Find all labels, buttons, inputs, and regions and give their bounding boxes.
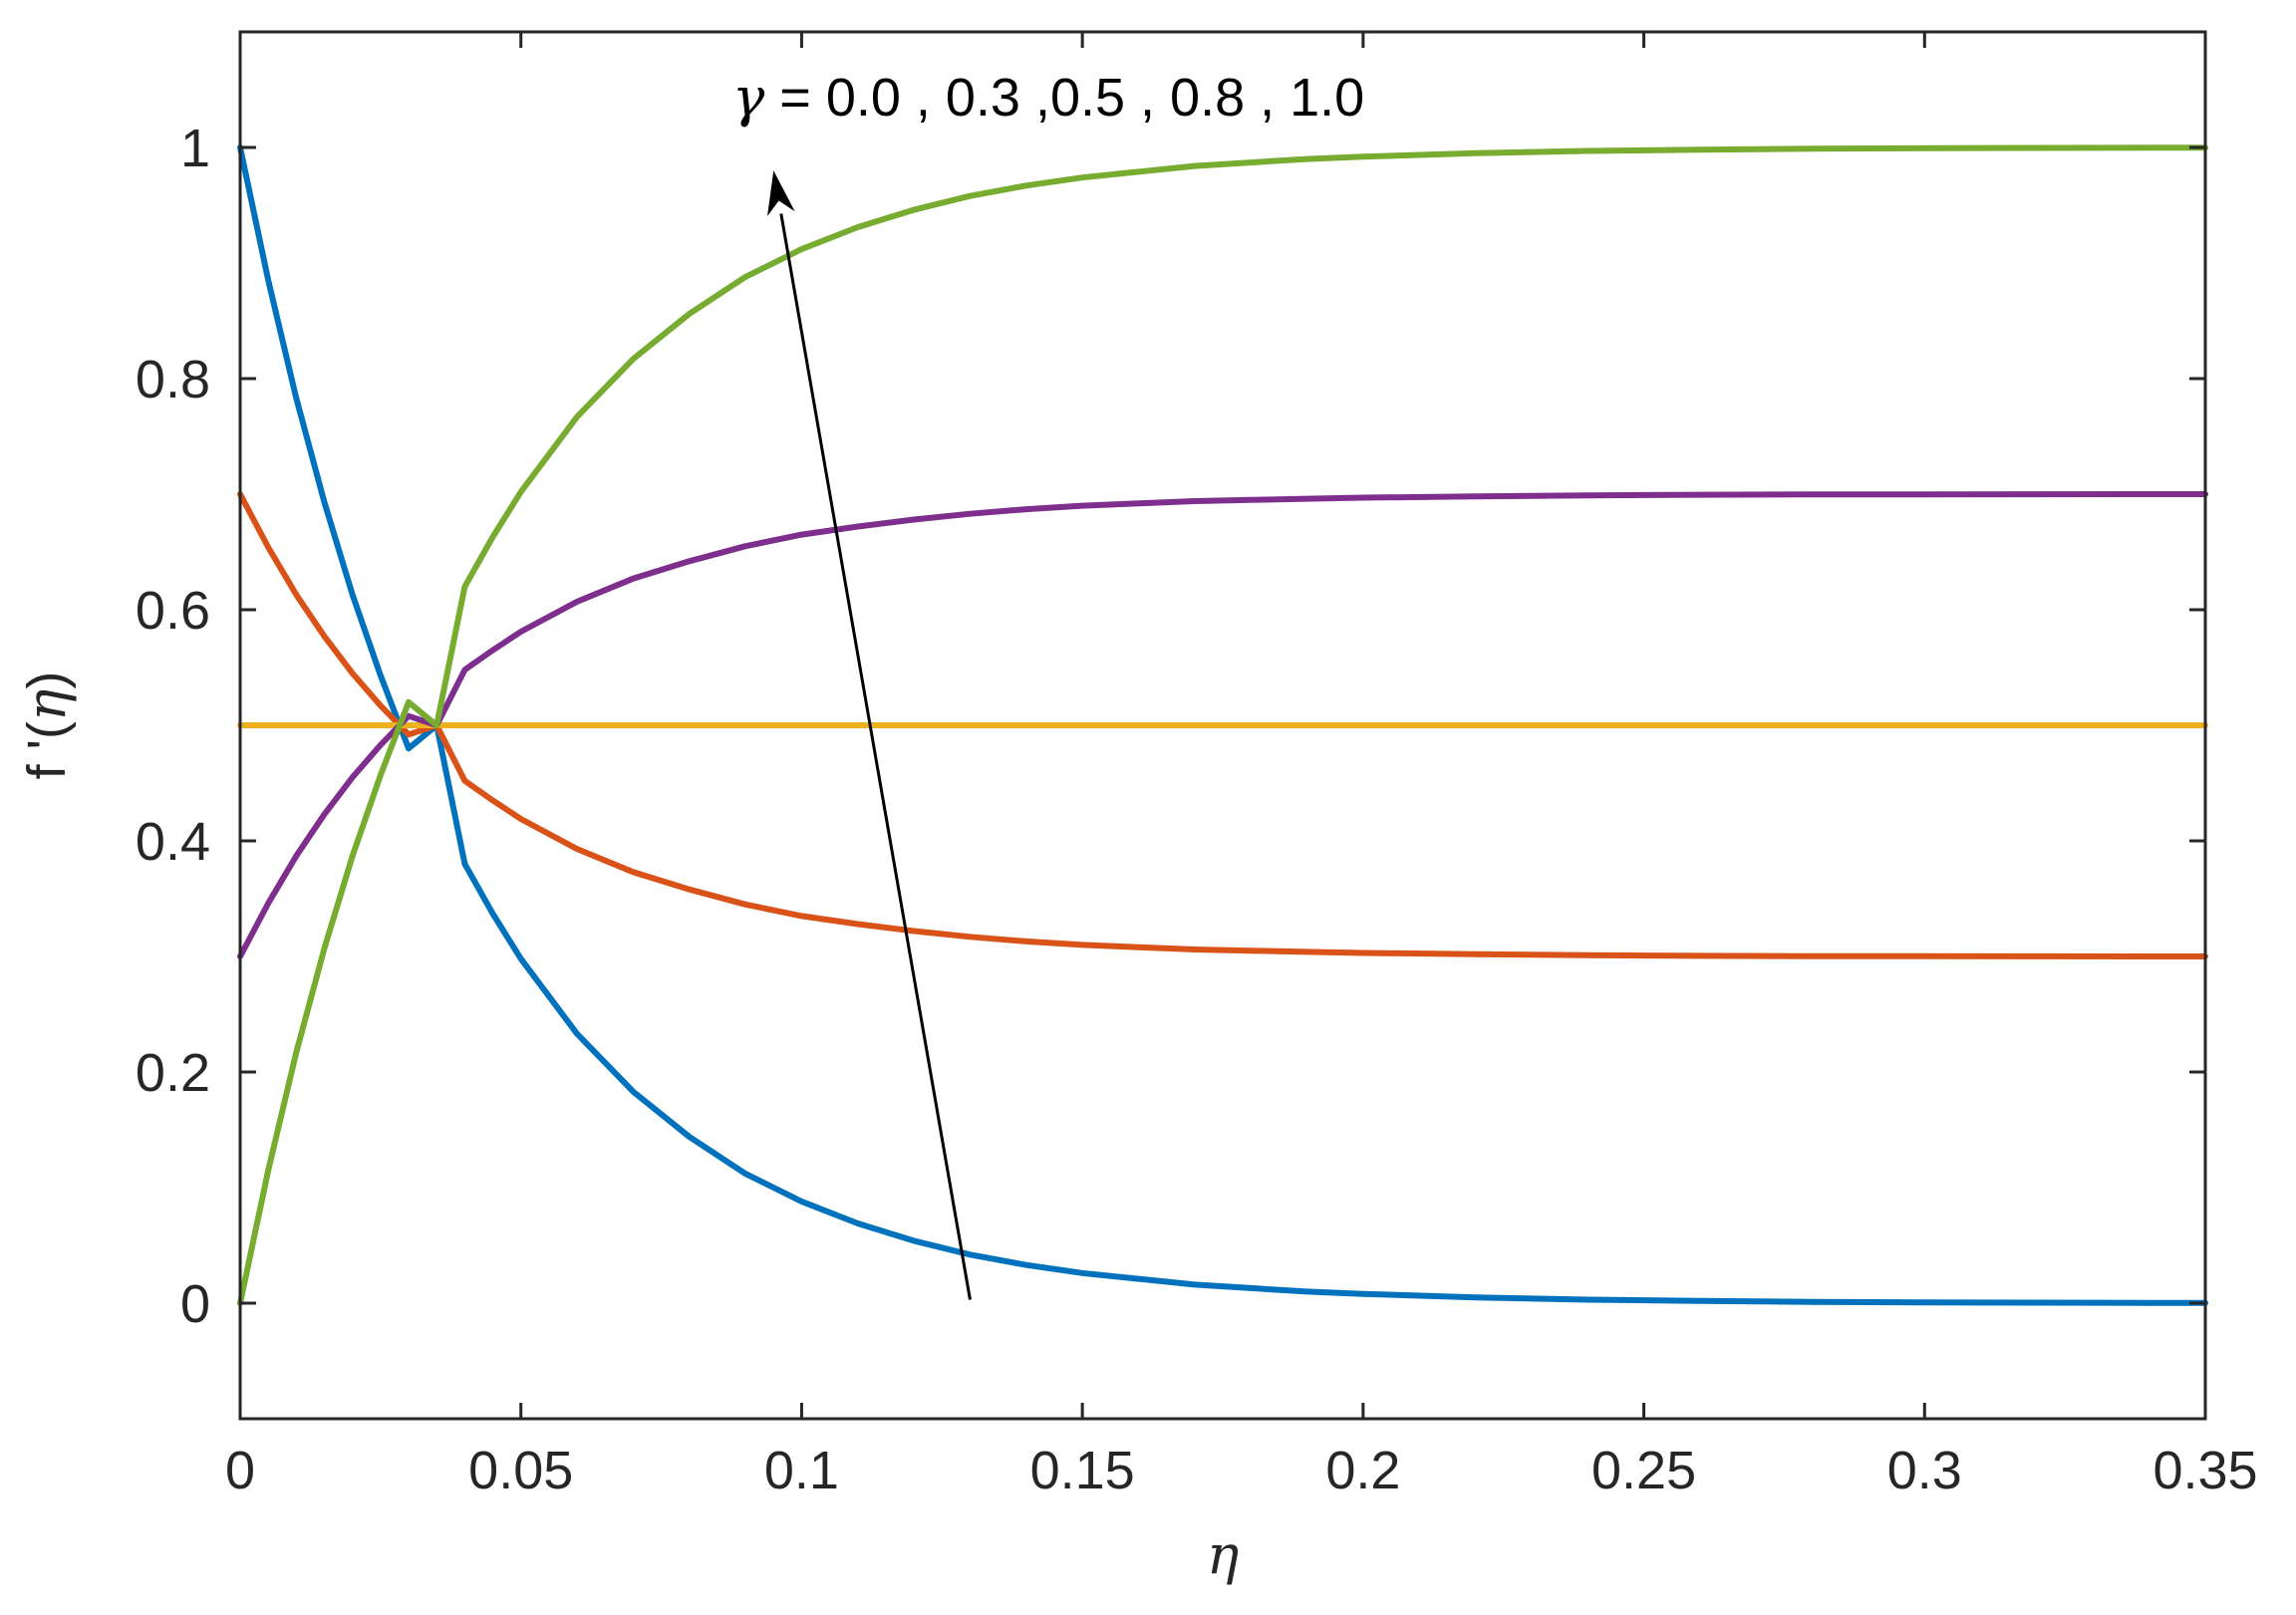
series-line-1 (237, 144, 2208, 1306)
axes-box (238, 30, 2207, 1421)
y-tick-label: 1 (180, 119, 210, 178)
annotation-arrow-shaft (779, 213, 972, 1300)
annotation-values: = 0.0 , 0.3 ,0.5 , 0.8 , 1.0 (764, 68, 1364, 128)
series-line-5 (237, 144, 2208, 1306)
x-axis-label: η (1207, 1523, 1239, 1586)
x-tick-label: 0.3 (1887, 1441, 1962, 1500)
y-tick-label: 0.2 (136, 1043, 210, 1103)
x-tick-label: 0.25 (1591, 1441, 1696, 1500)
series-layer (237, 144, 2208, 1306)
annotation-symbol: γ (732, 66, 765, 129)
x-tick-label: 0.05 (468, 1441, 573, 1500)
y-tick-label: 0.4 (136, 812, 210, 872)
y-tick-label: 0.6 (136, 581, 210, 641)
y-tick-label: 0 (180, 1274, 210, 1334)
y-axis-label: f '(η) (15, 672, 78, 780)
tick-layer: 0 0.05 0.1 0.15 0.2 0.25 0.3 0.35 0 0.2 0.4 0.6 0.8 1 (136, 32, 2258, 1500)
series-line-4 (237, 491, 2208, 959)
y-tick-label: 0.8 (136, 350, 210, 409)
annotation-text: γ = 0.0 , 0.3 ,0.5 , 0.8 , 1.0 (732, 66, 1364, 129)
x-tick-label: 0.15 (1030, 1441, 1135, 1500)
annotation-layer: γ = 0.0 , 0.3 ,0.5 , 0.8 , 1.0 (732, 66, 1364, 1300)
x-tick-label: 0.35 (2152, 1441, 2257, 1500)
y-axis-label-var: η (15, 689, 78, 721)
y-axis-label-prefix: f '( (17, 721, 77, 779)
series-line-2 (237, 491, 2208, 959)
x-tick-label: 0.1 (764, 1441, 839, 1500)
x-tick-label: 0.2 (1325, 1441, 1400, 1500)
annotation-arrow-head (767, 170, 795, 216)
x-tick-label: 0 (225, 1441, 255, 1500)
y-axis-label-suffix: ) (17, 672, 77, 689)
